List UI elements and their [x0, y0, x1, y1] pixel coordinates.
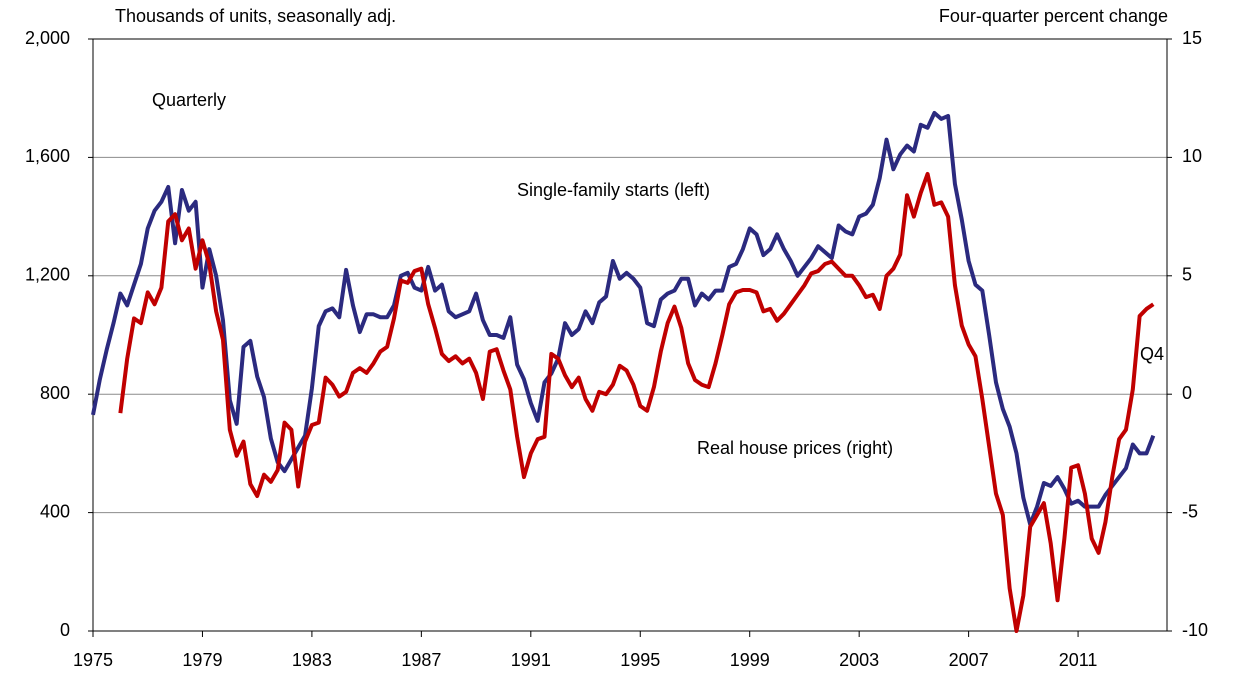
x-tick-label: 2003 [839, 650, 879, 670]
plot-frame [92, 38, 1168, 632]
x-tick-label: 1975 [73, 650, 113, 670]
annotation: Single-family starts (left) [517, 180, 710, 200]
y2-tick-label: 5 [1182, 265, 1192, 285]
series-line [91, 111, 1156, 527]
x-tick-label: 2007 [949, 650, 989, 670]
annotation: Real house prices (right) [697, 438, 893, 458]
right-axis-label: Four-quarter percent change [939, 6, 1168, 26]
x-tick-label: 1987 [401, 650, 441, 670]
y-tick-label: 2,000 [25, 28, 70, 48]
y-tick-label: 1,600 [25, 146, 70, 166]
y2-tick-label: 0 [1182, 383, 1192, 403]
x-tick-label: 1991 [511, 650, 551, 670]
y-tick-label: 0 [60, 620, 70, 640]
left-axis-label: Thousands of units, seasonally adj. [115, 6, 396, 26]
y-tick-label: 400 [40, 501, 70, 521]
y2-tick-label: -5 [1182, 501, 1198, 521]
y2-tick-label: -10 [1182, 620, 1208, 640]
grid [93, 156, 1167, 514]
x-tick-label: 1995 [620, 650, 660, 670]
x-tick-label: 1999 [730, 650, 770, 670]
annotation: Q4 [1140, 344, 1164, 364]
y2-tick-label: 15 [1182, 28, 1202, 48]
x-tick-label: 1983 [292, 650, 332, 670]
annotation: Quarterly [152, 90, 226, 110]
x-tick-label: 2011 [1059, 650, 1098, 670]
y2-tick-label: 10 [1182, 146, 1202, 166]
x-tick-label: 1979 [182, 650, 222, 670]
series-line [118, 171, 1155, 633]
y-tick-label: 800 [40, 383, 70, 403]
y-tick-label: 1,200 [25, 265, 70, 285]
